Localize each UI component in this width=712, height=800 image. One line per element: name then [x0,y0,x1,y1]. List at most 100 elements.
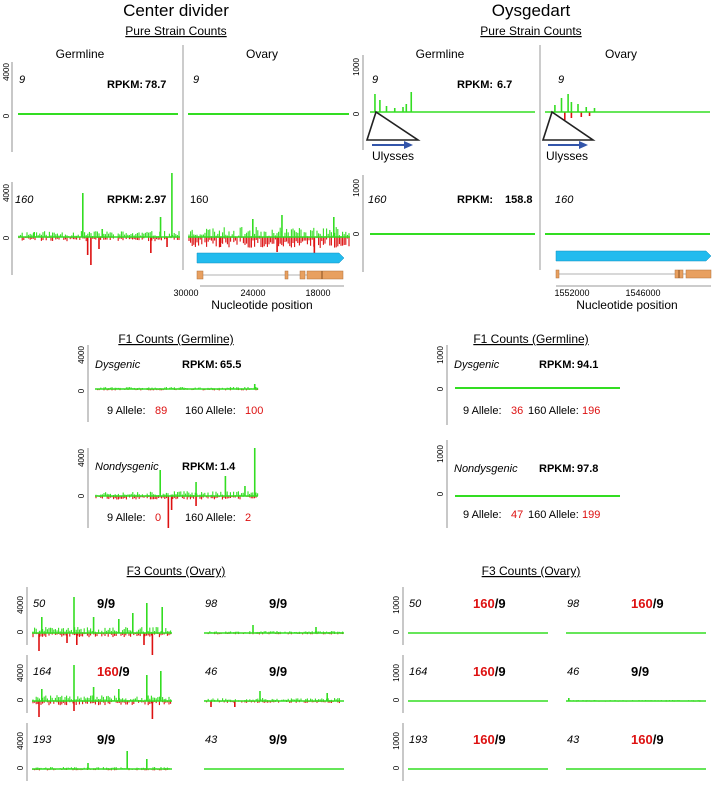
f1-right-nondysgenic-rpkm-label: RPKM: [539,463,575,475]
f1-right-dysgenic-allele9-value: 36 [511,405,523,417]
f3-genotype: 9/9 [97,596,115,611]
f3-panel: 1000 0 50 160/9 [392,587,548,645]
left-row9-ytick-zero: 0 [2,113,11,118]
right-row9-ytick-top: 1000 [352,58,361,76]
f3-line-label: 98 [567,598,580,610]
f3-coverage-track [204,691,344,707]
f1-right-panel: F1 Counts (Germline) 1000 0 Dysgenic RPK… [436,332,620,528]
f3-genotype: 160/9 [631,596,664,611]
f1-right-dysgenic-rpkm-value: 94.1 [577,359,598,371]
f3-genotype-allele: /9 [276,732,287,747]
f3-genotype-allele: /9 [276,596,287,611]
f3-ytick-zero: 0 [392,697,401,702]
left-exon [306,270,344,280]
f3-ytick-zero: 0 [16,629,25,634]
f3-line-label: 193 [409,734,428,746]
f1-left-nondysgenic-allele9-label: 9 Allele: [107,512,146,524]
f3-genotype-allele: /9 [495,664,506,679]
f3-panel: 1000 0 164 160/9 [392,655,548,713]
right-germline-ulysses-label: Ulysses [372,149,414,163]
f1-left-nondysgenic-ytick-zero: 0 [77,493,86,498]
left-ovary-label: Ovary [246,47,278,61]
left-xtick: 24000 [240,288,265,298]
right-row9-rpkm-label: RPKM: [457,79,493,91]
right-row9-ovary-strain: 9 [558,74,564,86]
f3-line-label: 164 [33,666,51,678]
f3-genotype: 160/9 [473,732,506,747]
f1-left-dysgenic-allele160-value: 100 [245,405,263,417]
f3-ytick-top: 1000 [392,596,401,614]
f3-panel: 4000 0 50 9/9 [16,587,172,655]
f1-right-dysgenic-ytick-top: 1000 [436,346,445,364]
left-xtick: 18000 [305,288,330,298]
f3-genotype-allele: 9 [97,596,104,611]
left-exon [284,270,289,280]
f3-coverage-track [204,625,344,635]
f1-right-nondysgenic-allele9-label: 9 Allele: [463,509,502,521]
right-xtick: 1552000 [554,288,589,298]
ulysses-arrow-head [404,141,413,149]
f1-right-dysgenic-allele9-label: 9 Allele: [463,405,502,417]
insertion-triangle [541,110,596,141]
f3-line-label: 46 [205,666,218,678]
f3-coverage-track [32,597,172,655]
ulysses-arrow-head [579,141,588,149]
f3-panel: 98 160/9 [566,596,706,634]
left-row9-strain: 9 [19,74,25,86]
f1-left-dysgenic-allele9-value: 89 [155,405,167,417]
right-exon [685,269,712,279]
f1-left-nondysgenic-allele160-label: 160 Allele: [185,512,236,524]
f1-left-nondysgenic-track [95,448,259,528]
f3-genotype-allele: 160 [97,664,119,679]
right-germline-label: Germline [416,47,465,61]
right-row160-ytick-zero: 0 [352,231,361,236]
f3-right-heading: F3 Counts (Ovary) [482,564,581,578]
right-title: Oysgedart [492,1,571,20]
f1-right-dysgenic-allele160-value: 196 [582,405,600,417]
f1-left-dysgenic-label: Dysgenic [95,359,141,371]
left-gene-model [196,252,345,280]
right-row160-strain: 160 [368,194,387,206]
f3-genotype-allele: /9 [276,664,287,679]
f3-genotype-allele: 160 [473,732,495,747]
left-row160-rpkm-value: 2.97 [145,194,166,206]
f3-genotype-allele: /9 [495,596,506,611]
f3-genotype-allele: 9 [269,596,276,611]
right-ovary-ulysses-label: Ulysses [546,149,588,163]
f3-genotype: 160/9 [473,664,506,679]
right-x-axis-label: Nucleotide position [576,298,677,312]
f3-genotype: 160/9 [631,732,664,747]
right-row160-ovary-strain: 160 [555,194,574,206]
f3-ytick-zero: 0 [16,765,25,770]
f3-left-grid: 4000 0 50 9/9 98 9/9 4000 0 164 160/9 46 9/9 4000 0 19… [16,587,344,781]
f3-genotype-allele: 160 [473,664,495,679]
f1-left-dysgenic-track [95,384,259,391]
right-panel: Oysgedart Pure Strain Counts Germline Ov… [352,1,712,312]
f3-ytick-top: 1000 [392,664,401,682]
f3-line-label: 50 [409,598,422,610]
f3-ytick-top: 4000 [16,664,25,682]
left-row9-rpkm-label: RPKM: [107,79,143,91]
f3-panel: 4000 0 164 160/9 [16,655,172,719]
f1-left-dysgenic-allele9-label: 9 Allele: [107,405,146,417]
f1-left-dysgenic-rpkm-label: RPKM: [182,359,218,371]
f1-right-nondysgenic-allele160-label: 160 Allele: [528,509,579,521]
f3-ytick-zero: 0 [392,629,401,634]
right-row9-germline-track [370,92,535,113]
right-row160-rpkm-value: 158.8 [505,194,533,206]
left-x-axis-label: Nucleotide position [211,298,312,312]
f3-panel: 43 9/9 [204,732,344,770]
right-germline-ulysses-marker: Ulysses [365,110,421,163]
f3-coverage-track [32,751,172,771]
f1-right-nondysgenic-ytick-zero: 0 [436,491,445,496]
f3-genotype: 9/9 [97,732,115,747]
left-title: Center divider [123,1,229,20]
f3-genotype-allele: 160 [631,732,653,747]
right-xtick: 1546000 [625,288,660,298]
f3-panel: 1000 0 193 160/9 [392,723,548,781]
f3-genotype-allele: 9 [269,732,276,747]
f3-panel: 43 160/9 [566,732,706,770]
f3-genotype-allele: 9 [97,732,104,747]
left-row160-germline-track [18,173,180,265]
